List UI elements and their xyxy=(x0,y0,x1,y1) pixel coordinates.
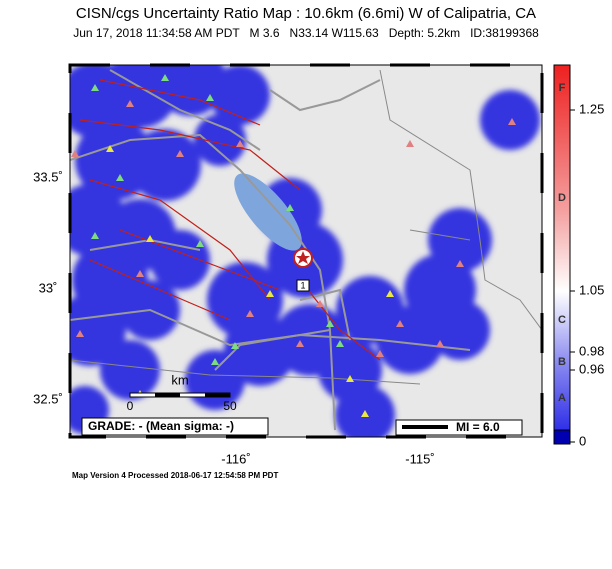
faults xyxy=(79,79,381,361)
station-box xyxy=(296,279,310,292)
footer: Map Version 4 Processed 2018-06-17 12:54… xyxy=(72,471,278,480)
grade-letter: A xyxy=(558,392,566,404)
mi-box xyxy=(395,419,523,436)
colorbar-labels: F D C B A 1.25 1.05 0.98 0.96 0 xyxy=(558,82,604,449)
scale-unit: km xyxy=(171,372,188,387)
grade-letter: D xyxy=(558,192,566,204)
colorbar xyxy=(553,64,571,431)
subtitle: Jun 17, 2018 11:34:58 AM PDT M 3.6 N33.1… xyxy=(73,26,539,40)
uncertainty-blobs xyxy=(70,65,540,437)
grade: GRADE: - (Mean sigma: -) xyxy=(88,419,234,433)
scale-end: 50 xyxy=(223,399,237,413)
title: CISN/cgs Uncertainty Ratio Map : 10.6km … xyxy=(76,5,536,22)
lon-label: -116˚ xyxy=(221,451,250,466)
mi-legend: MI = 6.0 xyxy=(456,420,500,434)
station-marker: 1 xyxy=(300,280,305,290)
colorbar-tick-label: 0.98 xyxy=(579,343,604,358)
map: 1 xyxy=(70,65,542,437)
colorbar-tick-label: 0 xyxy=(579,433,586,448)
lat-label: 32.5˚ xyxy=(33,391,63,406)
grade-letter: C xyxy=(558,314,566,326)
borders xyxy=(70,69,542,385)
lon-label: -115˚ xyxy=(405,451,434,466)
lake xyxy=(234,173,302,251)
roads xyxy=(70,69,471,431)
colorbar-zero xyxy=(553,429,571,445)
scale-start: 0 xyxy=(127,399,134,413)
scale-bar: km 0 50 xyxy=(127,372,237,413)
axis-labels: 33.5˚ 33˚ 32.5˚ -116˚ -115˚ xyxy=(33,169,435,466)
map-border xyxy=(69,64,543,438)
colorbar-tick-label: 1.25 xyxy=(579,101,604,116)
stations xyxy=(71,74,516,417)
grade-letter: B xyxy=(558,356,566,368)
epicenter xyxy=(293,248,313,268)
grade-letter: F xyxy=(559,82,566,94)
grade-box xyxy=(81,417,269,436)
colorbar-tick-label: 0.96 xyxy=(579,361,604,376)
lat-label: 33˚ xyxy=(39,280,58,295)
colorbar-tick-label: 1.05 xyxy=(579,282,604,297)
lat-label: 33.5˚ xyxy=(33,169,63,184)
